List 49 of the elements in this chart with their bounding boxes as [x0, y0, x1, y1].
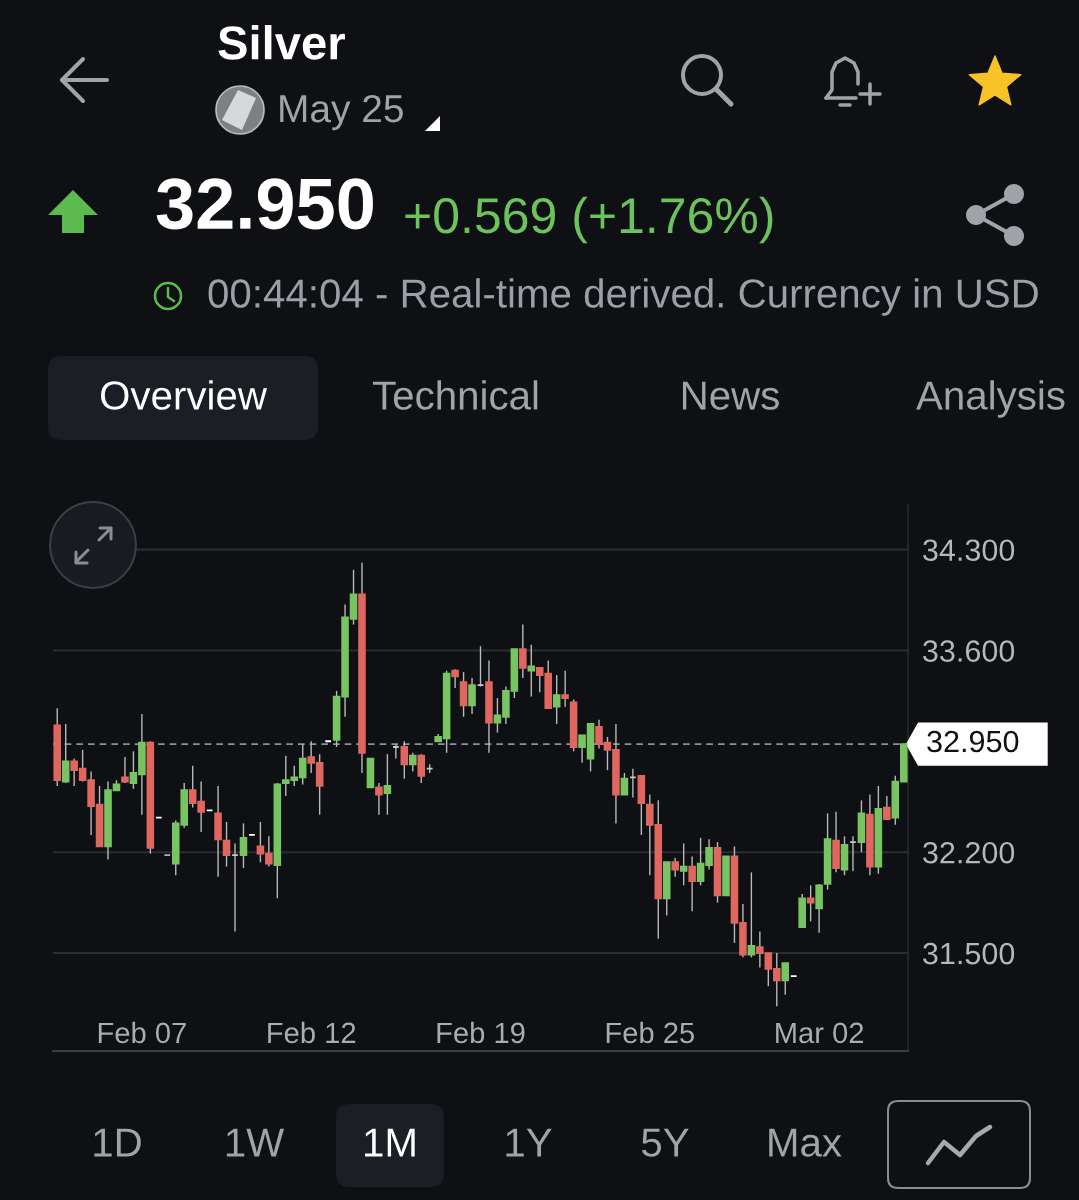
candlestick [519, 623, 527, 679]
candlestick [527, 644, 536, 698]
candlestick [459, 671, 468, 718]
candlestick [883, 795, 891, 820]
text: Analysis [916, 380, 1065, 418]
text: Overview [100, 380, 268, 410]
candlestick [671, 857, 679, 878]
candlestick [620, 772, 629, 796]
x-tick-label: Feb 12 [268, 1021, 356, 1044]
text: Max [769, 1128, 842, 1157]
candlestick [375, 782, 383, 816]
y-tick-label: 32.200 [923, 841, 1015, 864]
candlestick [408, 752, 417, 773]
text: 00:44:04 - Real-time derived. Currency in USD [208, 278, 1038, 316]
x-tick-label: Feb 19 [437, 1021, 525, 1044]
candlestick [552, 674, 561, 725]
ref-line-label: 32.950 [927, 730, 1019, 753]
y-tick-label: 33.600 [923, 640, 1015, 662]
candlestick [679, 842, 688, 887]
candlestick [688, 855, 696, 912]
y-tick-label: 31.500 [923, 942, 1015, 965]
candlestick [383, 753, 392, 816]
text: 1W [226, 1128, 285, 1157]
chart-title: Silver [218, 24, 345, 60]
text: News [682, 381, 779, 410]
candlestick [468, 677, 476, 715]
candlestick [400, 740, 409, 780]
candlestick [239, 822, 248, 869]
text: 5Y [641, 1128, 689, 1157]
candlestick [747, 871, 756, 959]
chart-subtitle: May 25 [280, 94, 403, 131]
text: 1D [94, 1128, 141, 1157]
candlestick [222, 821, 231, 868]
candlestick [451, 668, 459, 689]
text: 32.950 [156, 178, 373, 230]
x-tick-label: Mar 02 [776, 1022, 864, 1044]
candlestick [61, 723, 70, 784]
text: 1Y [506, 1128, 552, 1157]
candlestick [417, 753, 426, 784]
text: Technical [372, 380, 538, 410]
candlestick [806, 884, 815, 923]
candlestick [121, 756, 129, 784]
text: 1M [365, 1128, 415, 1157]
text: +0.569 (+1.76%) [405, 196, 773, 244]
candlestick [561, 669, 569, 708]
x-tick-label: Feb 25 [606, 1021, 694, 1044]
candlestick [781, 962, 790, 996]
x-tick-label: Feb 07 [98, 1021, 186, 1044]
y-tick-label: 34.300 [923, 539, 1015, 562]
